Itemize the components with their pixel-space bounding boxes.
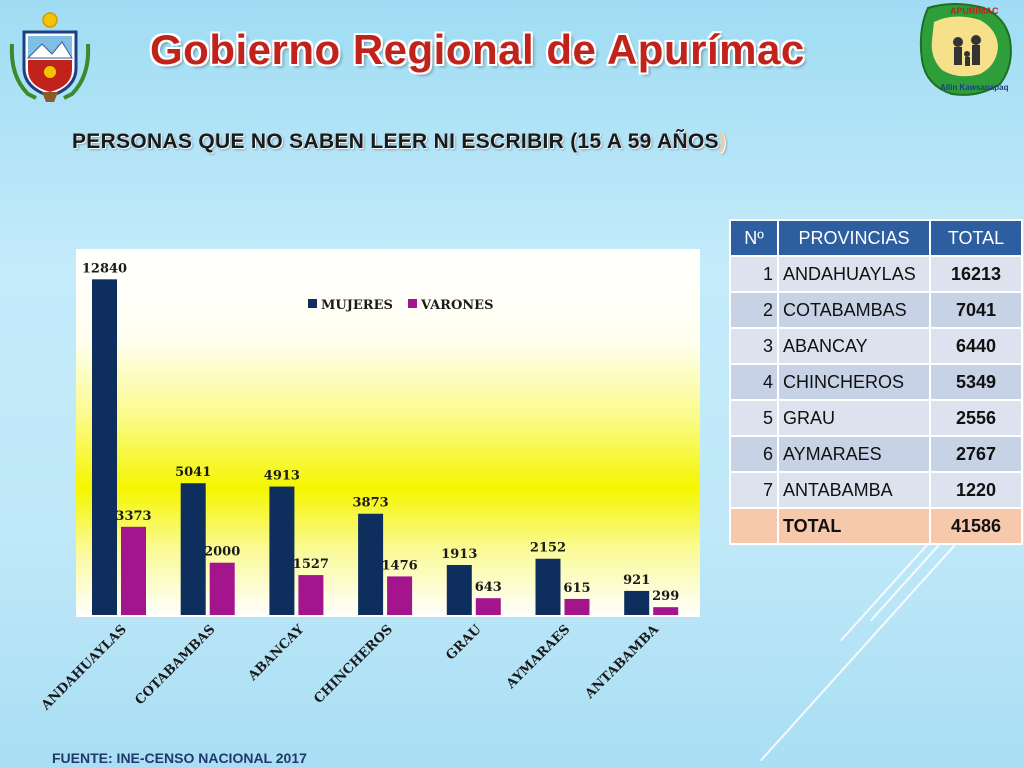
provinces-table: Nº PROVINCIAS TOTAL 1 ANDAHUAYLAS 16213 2 CO… [729,219,1023,545]
legend-label: MUJERES [321,298,393,313]
row-province: GRAU [777,399,931,437]
row-number: 6 [729,435,779,473]
bar-varones-aymaraes [564,598,590,615]
data-label: 12840 [82,261,127,276]
row-province: COTABAMBAS [777,291,931,329]
row-total: 2767 [929,435,1023,473]
page-title: Gobierno Regional de Apurímac [150,26,805,73]
category-label: ABANCAY [245,622,308,685]
data-label: 615 [563,581,590,596]
table-header-row: Nº PROVINCIAS TOTAL [729,219,1023,257]
category-label: AYMARAES [503,622,573,692]
bar-mujeres-cotabambas [180,483,206,615]
bar-mujeres-grau [446,564,472,615]
legend-swatch-varones [408,299,417,308]
bar-varones-abancay [298,575,324,615]
data-label: 1476 [382,558,418,573]
row-total: 5349 [929,363,1023,401]
source-note: FUENTE: INE-CENSO NACIONAL 2017 [52,750,307,766]
category-label: ANTABAMBA [582,622,663,703]
header-number: Nº [729,219,779,257]
row-province: ABANCAY [777,327,931,365]
table-total-row: TOTAL 41586 [729,507,1023,545]
table-row: 7 ANTABAMBA 1220 [729,471,1023,509]
table-row: 4 CHINCHEROS 5349 [729,363,1023,401]
data-label: 1527 [293,557,329,572]
logo-text-bottom: Allin Kawsanapaq [940,83,1009,92]
data-label: 643 [475,580,502,595]
total-row-value: 41586 [929,507,1023,545]
total-row-label: TOTAL [777,507,931,545]
row-total: 1220 [929,471,1023,509]
row-province: AYMARAES [777,435,931,473]
coat-of-arms-logo [6,6,98,106]
legend-label: VARONES [420,298,493,313]
row-number: 2 [729,291,779,329]
table-row: 2 COTABAMBAS 7041 [729,291,1023,329]
bar-mujeres-chincheros [358,513,384,615]
row-total: 6440 [929,327,1023,365]
row-total: 7041 [929,291,1023,329]
row-number: 3 [729,327,779,365]
apurimac-map-logo: APURÍMAC Allin Kawsanapaq [914,0,1020,100]
category-label: ANDAHUAYLAS [38,622,130,714]
subtitle-closing-paren: ) [718,130,727,153]
data-label: 2000 [204,545,240,560]
bar-varones-chincheros [387,576,413,615]
subtitle-main-text: PERSONAS QUE NO SABEN LEER NI ESCRIBIR (… [72,130,719,153]
chart-plot-area [76,249,700,617]
data-label: 5041 [175,465,211,480]
data-label: 921 [623,573,650,588]
bar-mujeres-andahuaylas [92,279,117,615]
bar-varones-cotabambas [209,562,235,615]
row-province: ANTABAMBA [777,471,931,509]
bar-mujeres-aymaraes [535,558,561,615]
bar-varones-antabamba [653,607,679,615]
data-label: 2152 [530,541,566,556]
category-label: COTABAMBAS [133,622,219,708]
bar-varones-grau [475,598,501,615]
category-label: CHINCHEROS [311,622,396,707]
table-row: 6 AYMARAES 2767 [729,435,1023,473]
row-province: CHINCHEROS [777,363,931,401]
row-number: 1 [729,255,779,293]
bar-varones-andahuaylas [121,526,146,615]
row-number: 7 [729,471,779,509]
logo-text-top: APURÍMAC [950,6,999,16]
table-row: 3 ABANCAY 6440 [729,327,1023,365]
data-label: 3873 [353,496,389,511]
data-label: 4913 [264,469,300,484]
total-row-number [729,507,779,545]
table-row: 5 GRAU 2556 [729,399,1023,437]
table-row: 1 ANDAHUAYLAS 16213 [729,255,1023,293]
row-total: 2556 [929,399,1023,437]
legend-swatch-mujeres [308,299,317,308]
data-label: 299 [652,589,679,604]
data-label: 3373 [115,509,151,524]
bar-mujeres-antabamba [624,590,650,615]
header-provinces: PROVINCIAS [777,219,931,257]
row-total: 16213 [929,255,1023,293]
row-number: 4 [729,363,779,401]
row-province: ANDAHUAYLAS [777,255,931,293]
category-label: GRAU [443,622,485,664]
bar-mujeres-abancay [269,486,295,615]
header-total: TOTAL [929,219,1023,257]
row-number: 5 [729,399,779,437]
chart-subtitle: PERSONAS QUE NO SABEN LEER NI ESCRIBIR (… [72,130,1002,154]
data-label: 1913 [441,547,477,562]
